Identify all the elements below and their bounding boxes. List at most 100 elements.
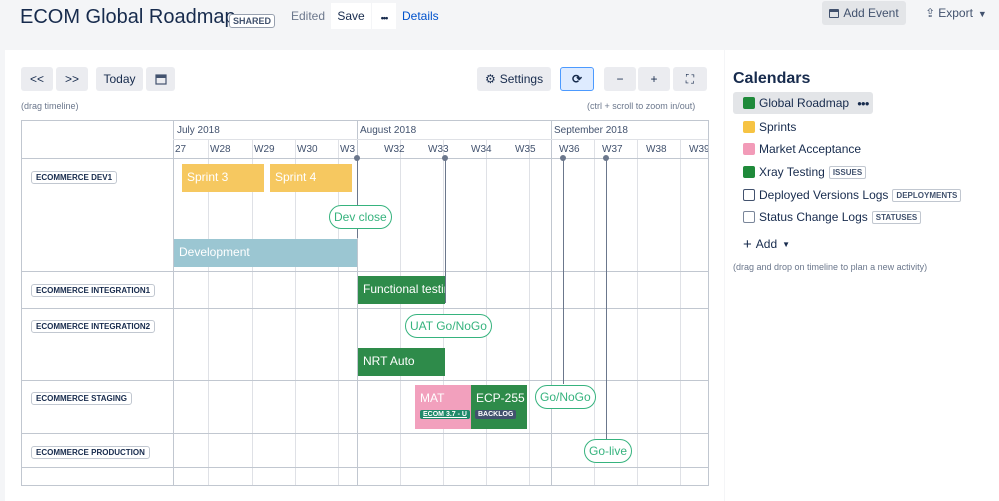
timeline-panel: << >> Today ⚙ Settings ⟳ − + ⛶ (drag time…	[5, 50, 724, 501]
zoom-out-button[interactable]: −	[604, 67, 636, 91]
add-calendar-button[interactable]: + Add ▼	[733, 233, 790, 255]
chevron-down-icon: ▼	[782, 239, 791, 249]
calendar-type-tag: STATUSES	[871, 210, 922, 224]
week-divider	[529, 139, 530, 485]
calendar-hint: (drag and drop on timeline to plan a new…	[733, 262, 928, 272]
row-divider	[22, 271, 708, 272]
row-label-staging[interactable]: ECOMMERCE STAGING	[31, 392, 132, 405]
calendar-item-global-roadmap[interactable]: Global Roadmap ●●●	[733, 92, 873, 114]
week-label: W36	[559, 144, 580, 155]
page-title: ECOM Global Roadmap	[20, 6, 236, 28]
event-bar-ecp-255[interactable]: ECP-255 U	[471, 385, 527, 429]
milestone-go-nogo[interactable]: Go/NoGo	[535, 385, 596, 409]
month-divider	[357, 121, 358, 485]
week-label: W39	[689, 144, 709, 155]
row-label-integration1[interactable]: ECOMMERCE INTEGRATION1	[31, 284, 156, 297]
zoom-in-button[interactable]: +	[638, 67, 670, 91]
calendar-item-label: Sprints	[759, 120, 797, 134]
event-bar-development[interactable]: Development	[174, 239, 357, 267]
version-badge[interactable]: ECOM 3.7 - U	[420, 410, 470, 419]
fullscreen-button[interactable]: ⛶	[673, 67, 707, 91]
calendar-item-deployed-versions[interactable]: Deployed Versions Logs DEPLOYMENTS	[733, 184, 962, 206]
row-label-production[interactable]: ECOMMERCE PRODUCTION	[31, 446, 150, 459]
month-week-divider	[173, 139, 708, 140]
month-divider	[551, 121, 552, 485]
week-label: W28	[210, 144, 231, 155]
event-bar-functional-testing[interactable]: Functional testin	[358, 276, 445, 304]
row-label-integration2[interactable]: ECOMMERCE INTEGRATION2	[31, 320, 156, 333]
add-event-button[interactable]: Add Event	[822, 1, 906, 25]
week-label: W33	[428, 144, 449, 155]
calendar-item-status-change[interactable]: Status Change Logs STATUSES	[733, 206, 922, 228]
calendar-checkbox[interactable]	[743, 189, 755, 201]
zoom-hint: (ctrl + scroll to zoom in/out)	[587, 101, 696, 111]
week-divider	[208, 139, 209, 485]
calendar-item-market-acceptance[interactable]: Market Acceptance	[733, 138, 861, 160]
save-button[interactable]: Save	[331, 3, 371, 29]
export-icon: ⇪	[925, 6, 936, 20]
week-label: W38	[646, 144, 667, 155]
week-label: W29	[254, 144, 275, 155]
marker-line	[563, 158, 564, 384]
calendar-item-label: Deployed Versions Logs	[759, 188, 889, 202]
marker-line	[606, 158, 607, 439]
row-label-dev1[interactable]: ECOMMERCE DEV1	[31, 171, 118, 184]
details-link[interactable]: Details	[402, 9, 439, 23]
marker-line	[445, 158, 446, 303]
status-badge: BACKLOG	[475, 410, 517, 419]
edited-status: Edited	[291, 9, 326, 23]
next-button[interactable]: >>	[56, 67, 88, 91]
label-column-divider	[173, 121, 174, 485]
month-label: August 2018	[360, 125, 417, 136]
export-label: Export	[938, 6, 973, 20]
week-divider	[338, 139, 339, 485]
week-divider	[637, 139, 638, 485]
week-label: W32	[384, 144, 405, 155]
calendar-item-sprints[interactable]: Sprints	[733, 116, 796, 138]
add-calendar-label: Add	[755, 237, 778, 251]
export-button[interactable]: ⇪ Export ▼	[918, 1, 994, 25]
row-divider	[22, 308, 708, 309]
marker-dot	[560, 155, 566, 161]
event-bar-sprint-3[interactable]: Sprint 3	[182, 164, 264, 192]
week-divider	[400, 139, 401, 485]
gear-icon: ⚙	[484, 72, 496, 86]
calendar-item-xray-testing[interactable]: Xray Testing ISSUES	[733, 161, 867, 183]
fullscreen-icon: ⛶	[685, 71, 695, 86]
calendar-color-swatch	[743, 121, 755, 133]
calendar-item-label: Market Acceptance	[759, 142, 862, 156]
calendar-item-label: Global Roadmap	[759, 96, 850, 110]
week-divider	[252, 139, 253, 485]
prev-button[interactable]: <<	[21, 67, 53, 91]
week-divider	[680, 139, 681, 485]
refresh-button[interactable]: ⟳	[560, 67, 594, 91]
settings-button[interactable]: ⚙ Settings	[477, 67, 551, 91]
calendar-icon	[829, 9, 840, 18]
event-bar-mat[interactable]: MAT	[415, 385, 471, 429]
calendar-color-swatch	[743, 166, 755, 178]
calendar-type-tag: DEPLOYMENTS	[892, 188, 962, 202]
calendar-checkbox[interactable]	[743, 211, 755, 223]
add-event-label: Add Event	[843, 6, 899, 20]
month-label: September 2018	[554, 125, 628, 136]
more-options-button[interactable]: •••	[372, 3, 396, 29]
week-label: W3	[340, 144, 355, 155]
shared-badge: SHARED	[229, 14, 276, 28]
date-picker-button[interactable]	[146, 67, 175, 91]
milestone-dev-close[interactable]: Dev close	[329, 205, 392, 229]
calendar-color-swatch	[743, 97, 755, 109]
calendar-color-swatch	[743, 143, 755, 155]
timeline-grid[interactable]: July 2018 August 2018 September 2018 27 …	[21, 120, 709, 486]
ellipsis-icon[interactable]: ●●●	[857, 98, 869, 108]
event-bar-sprint-4[interactable]: Sprint 4	[270, 164, 352, 192]
milestone-go-live[interactable]: Go-live	[584, 439, 633, 463]
marker-dot	[354, 155, 360, 161]
milestone-uat-go-nogo[interactable]: UAT Go/NoGo	[405, 314, 492, 338]
drag-hint: (drag timeline)	[21, 101, 79, 111]
today-button[interactable]: Today	[96, 67, 143, 91]
marker-line	[357, 158, 358, 238]
event-bar-label: MAT	[420, 391, 445, 405]
month-label: July 2018	[177, 125, 220, 136]
calendars-panel: Calendars Global Roadmap ●●● Sprints Mar…	[725, 50, 999, 501]
event-bar-nrt-auto[interactable]: NRT Auto	[358, 348, 445, 376]
